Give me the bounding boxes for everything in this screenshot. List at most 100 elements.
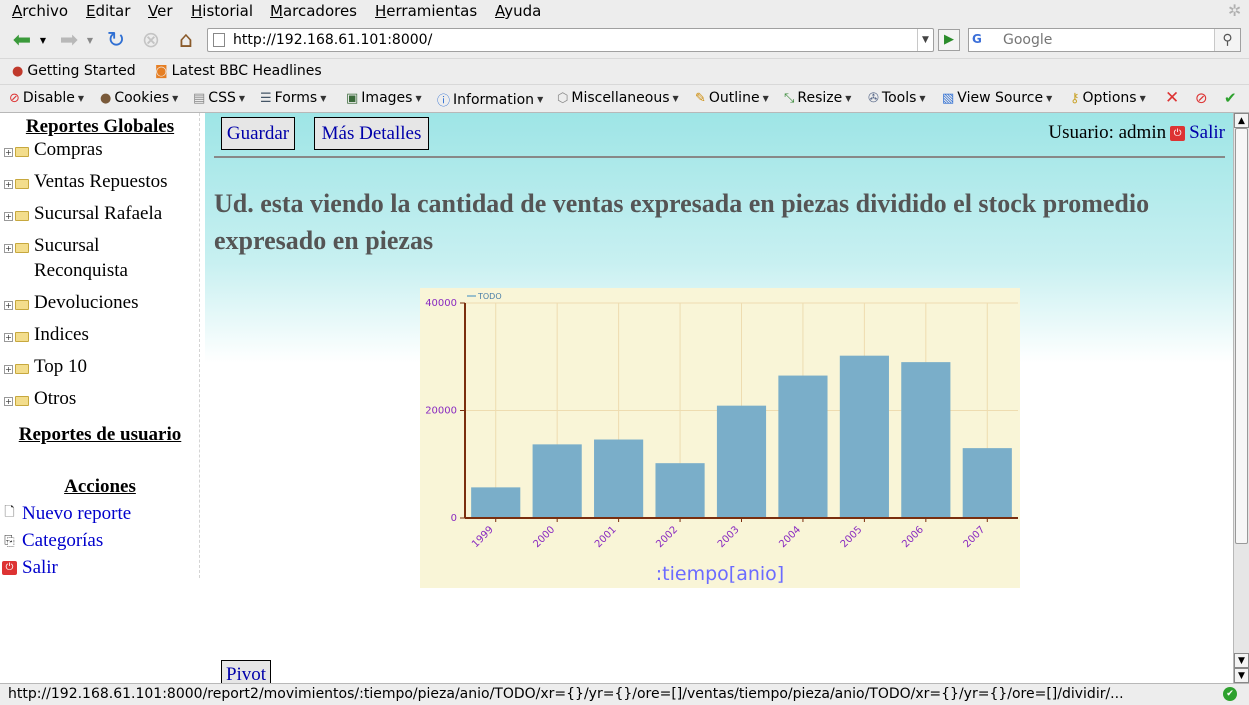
- back-history-icon[interactable]: ▼: [39, 35, 47, 45]
- devbar-options[interactable]: ⚷ Options ▼: [1070, 90, 1146, 106]
- bookmark-getting-started[interactable]: ● Getting Started: [12, 63, 136, 79]
- valid-icon[interactable]: ✔: [1224, 89, 1237, 107]
- expand-icon[interactable]: +: [4, 148, 13, 157]
- menu-marcadores[interactable]: Marcadores: [270, 2, 358, 20]
- search-bar[interactable]: G ⚲: [968, 28, 1241, 52]
- status-text: http://192.168.61.101:8000/report2/movim…: [8, 686, 1124, 702]
- url-input[interactable]: [233, 31, 913, 49]
- devbar-label: Resize: [797, 90, 843, 106]
- more-details-button[interactable]: Más Detalles: [314, 117, 429, 150]
- expand-icon[interactable]: +: [4, 365, 13, 374]
- devbar-resize[interactable]: ⤡ Resize ▼: [784, 90, 852, 106]
- expand-icon[interactable]: +: [4, 244, 13, 253]
- menu-herramientas[interactable]: Herramientas: [375, 2, 478, 20]
- document-icon: 🗋: [4, 504, 15, 519]
- y-tick-label: 40000: [425, 298, 457, 309]
- bar: [962, 448, 1012, 518]
- tree-item-top-10[interactable]: + Top 10: [4, 356, 87, 379]
- menu-archivo[interactable]: Archivo: [12, 2, 69, 20]
- bookmark-label: Getting Started: [27, 63, 136, 79]
- scroll-down-end-icon[interactable]: ▼: [1234, 668, 1249, 683]
- save-button[interactable]: Guardar: [221, 117, 295, 150]
- folder-icon: [15, 396, 29, 406]
- folder-icon: [15, 300, 29, 310]
- categories-link[interactable]: ⎘ Categorías: [2, 530, 103, 552]
- pivot-button[interactable]: Pivot: [221, 660, 271, 683]
- tree-item-sucursal-reconquista[interactable]: + Sucursal Reconquista: [4, 235, 154, 283]
- scroll-thumb[interactable]: [1235, 128, 1248, 544]
- search-icon[interactable]: ⚲: [1214, 29, 1240, 51]
- tree-item-devoluciones[interactable]: + Devoluciones: [4, 292, 138, 315]
- user-label: Usuario: admin: [1048, 122, 1167, 143]
- scroll-down-icon[interactable]: ▼: [1234, 653, 1249, 668]
- report-description: Ud. esta viendo la cantidad de ventas ex…: [214, 189, 1150, 255]
- menu-editar[interactable]: Editar: [86, 2, 131, 20]
- menu-ver[interactable]: Ver: [148, 2, 173, 20]
- forward-icon[interactable]: ➡: [59, 27, 79, 53]
- devbar-label: Cookies: [114, 90, 170, 106]
- home-icon[interactable]: ⌂: [179, 27, 193, 53]
- tree-item-label: Sucursal Reconquista: [34, 235, 128, 281]
- reload-icon[interactable]: ↻: [106, 27, 126, 53]
- expand-icon[interactable]: +: [4, 180, 13, 189]
- new-report-link[interactable]: 🗋 Nuevo reporte: [2, 503, 131, 525]
- expand-icon[interactable]: +: [4, 212, 13, 221]
- bar: [716, 405, 767, 518]
- devbar-tools[interactable]: ✇ Tools ▼: [868, 90, 926, 106]
- scroll-up-icon[interactable]: ▲: [1234, 113, 1249, 128]
- y-tick-label: 20000: [425, 406, 457, 417]
- actions-heading: Acciones: [64, 476, 136, 497]
- expand-icon[interactable]: +: [4, 301, 13, 310]
- devbar-css[interactable]: ▤ CSS ▼: [193, 90, 246, 106]
- bar: [901, 362, 951, 518]
- menu-historial[interactable]: Historial: [191, 2, 254, 20]
- tree-item-indices[interactable]: + Indices: [4, 324, 89, 347]
- error-icon[interactable]: ⊘: [1195, 89, 1208, 107]
- back-icon[interactable]: ⬅: [12, 27, 32, 53]
- x-axis-label: :tiempo[anio]: [656, 563, 784, 585]
- tree-item-label: Indices: [34, 324, 89, 345]
- forward-history-icon[interactable]: ▼: [86, 35, 94, 45]
- expand-icon[interactable]: +: [4, 333, 13, 342]
- stop-icon[interactable]: ⊗: [141, 27, 161, 53]
- user-reports-heading[interactable]: Reportes de usuario: [18, 424, 182, 445]
- devbar-view-source[interactable]: ▧ View Source ▼: [942, 90, 1053, 106]
- url-dropdown-icon[interactable]: ▼: [917, 29, 933, 51]
- tree-item-label: Otros: [34, 388, 77, 409]
- tree-item-sucursal-rafaela[interactable]: + Sucursal Rafaela: [4, 203, 162, 226]
- logout-link[interactable]: ⏻ Salir: [2, 557, 58, 579]
- devbar-information[interactable]: ⓘ Information ▼: [437, 91, 544, 110]
- expand-icon[interactable]: +: [4, 397, 13, 406]
- devbar-disable[interactable]: ⊘ Disable ▼: [9, 90, 84, 106]
- chart-axes: [460, 302, 1018, 522]
- logout-button[interactable]: Salir: [1189, 122, 1225, 143]
- search-engine-icon[interactable]: G: [972, 32, 982, 46]
- bar: [594, 439, 644, 518]
- information-icon: ⓘ: [437, 94, 451, 109]
- action-label: Salir: [22, 557, 58, 578]
- search-input[interactable]: [1003, 31, 1213, 49]
- devbar-images[interactable]: ▣ Images ▼: [346, 90, 422, 106]
- tree-item-ventas-repuestos[interactable]: + Ventas Repuestos: [4, 171, 168, 194]
- action-label: Nuevo reporte: [22, 503, 132, 524]
- resize-icon: ⤡: [784, 90, 795, 106]
- firefox-icon: ●: [12, 63, 24, 79]
- url-bar[interactable]: ▼: [207, 28, 934, 52]
- vertical-scrollbar[interactable]: ▲ ▼ ▼: [1233, 113, 1249, 683]
- tree-item-compras[interactable]: + Compras: [4, 139, 103, 162]
- go-button[interactable]: ▶: [938, 29, 960, 51]
- view-source-icon: ▧: [942, 90, 955, 106]
- web-developer-toolbar: ⊘ Disable ▼ ● Cookies ▼ ▤ CSS ▼ ☰ Forms ▼ ▣ Image…: [0, 84, 1249, 113]
- tree-item-otros[interactable]: + Otros: [4, 388, 76, 411]
- devbar-cookies[interactable]: ● Cookies ▼: [100, 90, 179, 106]
- devbar-forms[interactable]: ☰ Forms ▼: [260, 90, 327, 106]
- menu-ayuda[interactable]: Ayuda: [495, 2, 542, 20]
- bookmark-bbc[interactable]: ◙ Latest BBC Headlines: [155, 63, 322, 79]
- folder-icon: [15, 147, 29, 157]
- devbar-outline[interactable]: ✎ Outline ▼: [695, 90, 769, 106]
- folder-icon: [15, 364, 29, 374]
- folder-icon: [15, 179, 29, 189]
- devbar-miscellaneous[interactable]: ⬡ Miscellaneous ▼: [557, 90, 679, 106]
- close-toolbar-icon[interactable]: ✕: [1165, 88, 1180, 108]
- power-icon[interactable]: ⏻: [1170, 125, 1186, 141]
